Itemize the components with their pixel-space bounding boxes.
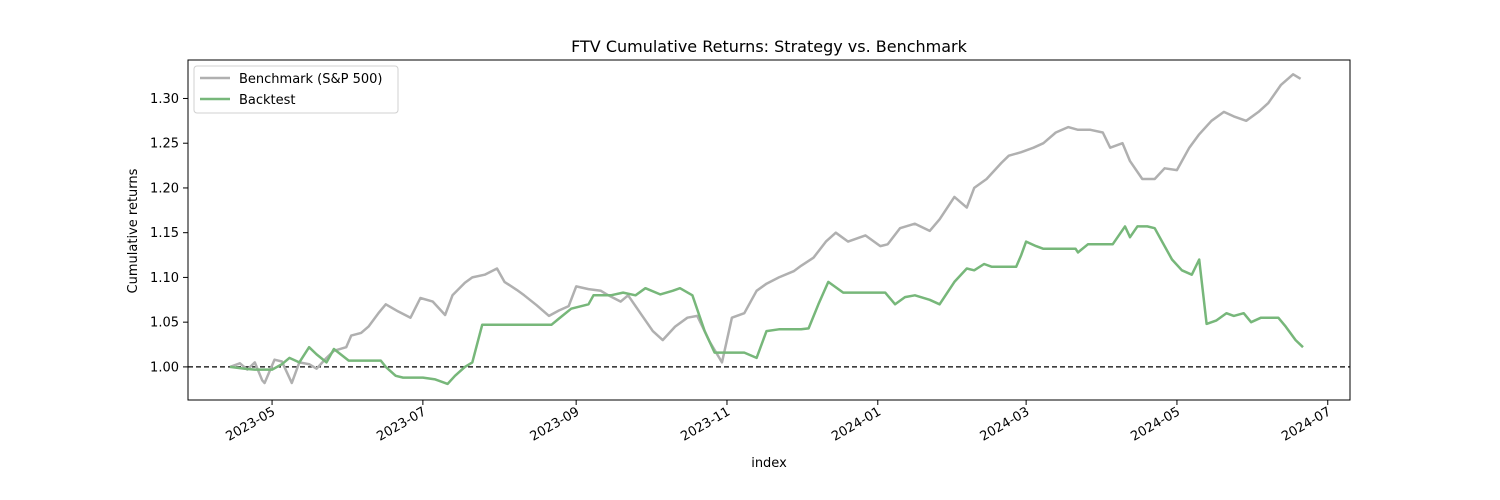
series-line-benchmark: [229, 73, 1302, 385]
y-tick-label: 1.30: [150, 92, 179, 107]
y-axis-label: Cumulative returns: [126, 168, 141, 293]
legend-label-backtest: Backtest: [239, 93, 296, 108]
series-layer: [229, 73, 1304, 386]
y-tick-label: 1.00: [150, 360, 179, 375]
series-line-backtest: [229, 225, 1304, 386]
legend: Benchmark (S&P 500) Backtest: [193, 65, 399, 114]
y-tick-label: 1.25: [150, 137, 179, 152]
legend-box: [193, 65, 399, 114]
y-tick-label: 1.05: [150, 316, 179, 331]
legend-label-benchmark: Benchmark (S&P 500): [239, 72, 383, 87]
plot-area: [187, 59, 1351, 401]
y-tick-label: 1.15: [150, 226, 179, 241]
x-axis-label: index: [751, 456, 787, 471]
y-axis: 1.00 1.05 1.10 1.15 1.20 1.25 1.30: [150, 92, 188, 375]
y-tick-label: 1.10: [150, 271, 179, 286]
plot-frame: [187, 59, 1351, 401]
chart-title: FTV Cumulative Returns: Strategy vs. Ben…: [571, 37, 968, 56]
y-tick-label: 1.20: [150, 181, 179, 196]
